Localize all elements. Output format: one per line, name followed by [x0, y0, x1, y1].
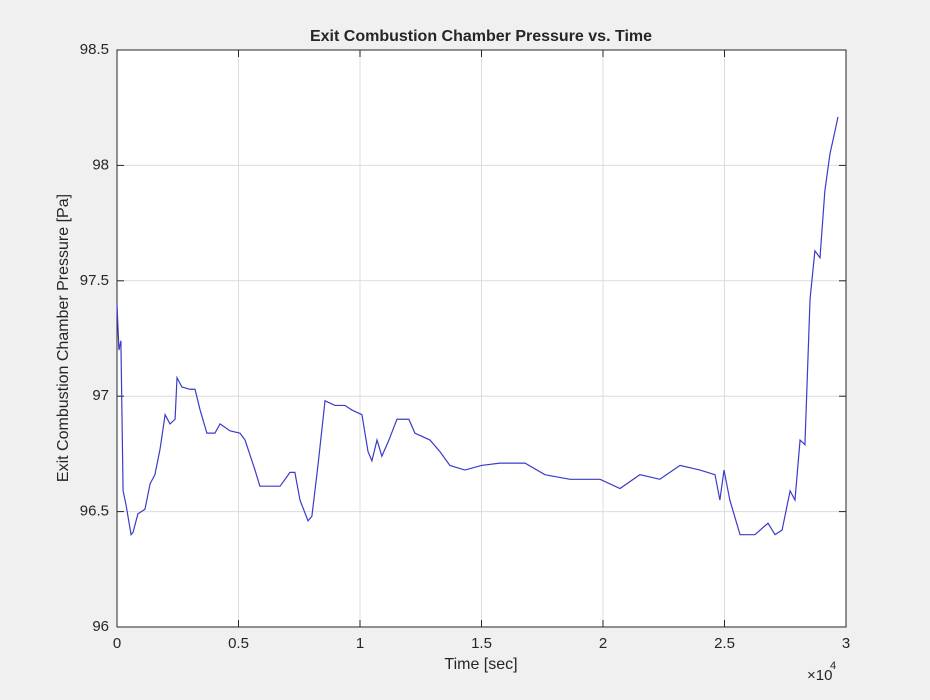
y-tick-label: 98.5 [80, 41, 109, 58]
x-tick-label: 0.5 [228, 635, 249, 652]
chart-title: Exit Combustion Chamber Pressure vs. Tim… [310, 28, 652, 45]
x-tick-label: 0 [113, 635, 121, 652]
x-multiplier-exponent: 4 [830, 660, 836, 672]
y-tick-label: 97 [92, 387, 109, 404]
x-tick-label: 1 [356, 635, 364, 652]
y-tick-label: 97.5 [80, 272, 109, 289]
y-tick-label: 96 [92, 618, 109, 635]
x-tick-label: 2.5 [714, 635, 735, 652]
x-axis-label: Time [sec] [444, 656, 517, 673]
y-tick-label: 96.5 [80, 503, 109, 520]
x-tick-label: 3 [842, 635, 850, 652]
data-line [116, 116, 839, 537]
x-tick-label: 2 [599, 635, 607, 652]
x-tick-label: 1.5 [471, 635, 492, 652]
x-multiplier: ×10 [807, 667, 832, 684]
y-tick-label: 98 [92, 156, 109, 173]
y-axis-label: Exit Combustion Chamber Pressure [Pa] [55, 194, 72, 482]
axes-box [116, 49, 847, 628]
